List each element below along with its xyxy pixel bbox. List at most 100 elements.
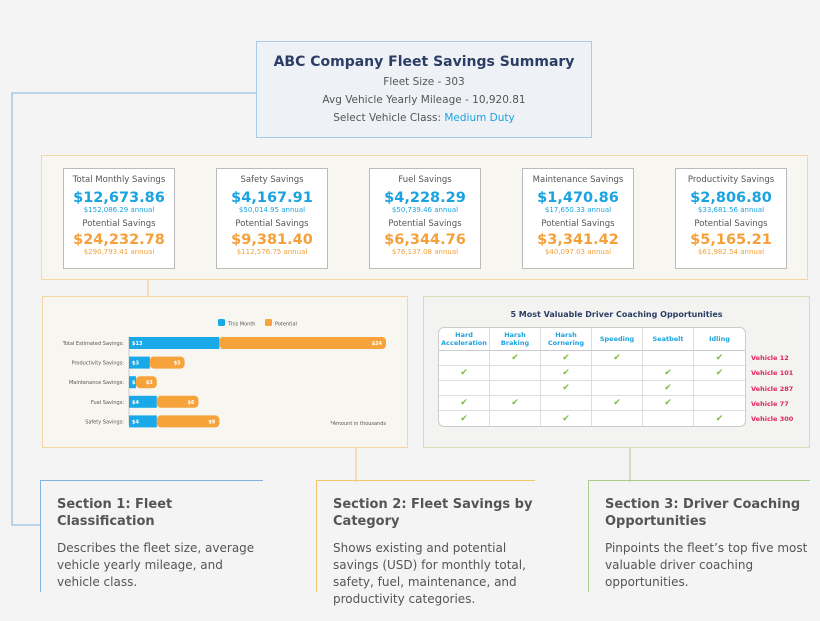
- monthly-savings-value: $1,470.86: [537, 190, 619, 206]
- check-icon: ✔: [613, 398, 621, 408]
- data-label: $3: [146, 380, 153, 386]
- category-label: Maintenance Savings:: [69, 380, 124, 386]
- section-title: Section 3: Driver Coaching Opportunities: [605, 497, 801, 529]
- savings-card: Fuel Savings $4,228.29 $50,739.46 annual Po…: [369, 168, 481, 269]
- vehicle-label: Vehicle 101: [751, 369, 794, 378]
- vehicle-class-dropdown[interactable]: Medium Duty: [444, 112, 515, 124]
- category-label: Fuel Savings:: [91, 400, 124, 406]
- legend-label: Potential: [275, 322, 297, 328]
- table-row: ✔ ✔ ✔ ✔: [439, 366, 745, 381]
- check-icon: ✔: [511, 353, 519, 363]
- savings-bar-chart: This Month Potential Total Estimated Savin…: [62, 319, 386, 428]
- check-icon: ✔: [460, 413, 468, 424]
- bar-potential: [156, 415, 220, 428]
- table-row: ✔ ✔: [439, 381, 745, 396]
- data-label: $13: [132, 341, 143, 347]
- savings-card: Productivity Savings $2,806.80 $33,681.56 …: [675, 168, 787, 269]
- potential-savings-value: $5,165.21: [690, 232, 772, 248]
- table-row: ✔ ✔ ✔ ✔: [439, 396, 745, 411]
- check-icon: ✔: [562, 383, 570, 393]
- vehicle-class-label: Select Vehicle Class:: [333, 112, 442, 124]
- card-title: Productivity Savings: [687, 175, 775, 185]
- potential-annual: $112,576.75 annual: [236, 248, 308, 256]
- table-cell: [541, 396, 592, 411]
- table-cell: ✔: [643, 381, 694, 396]
- check-icon: ✔: [562, 368, 570, 378]
- category-label: Safety Savings:: [85, 419, 124, 425]
- table-cell: [592, 381, 643, 396]
- potential-savings-value: $6,344.76: [384, 232, 466, 248]
- table-cell: ✔: [694, 411, 745, 426]
- table-cell: ✔: [439, 366, 490, 381]
- savings-cards-panel: Total Monthly Savings $12,673.86 $152,086.…: [41, 155, 808, 280]
- data-label: $5: [174, 361, 181, 367]
- category-label: Total Estimated Savings:: [62, 341, 125, 347]
- table-cell: ✔: [541, 411, 592, 426]
- section-title: Section 1: Fleet Classification: [57, 497, 173, 529]
- chart-note: *Amount in thousands: [330, 421, 386, 427]
- column-header: Speeding: [592, 328, 643, 351]
- check-icon: ✔: [562, 353, 570, 363]
- potential-annual: $61,982.54 annual: [697, 248, 765, 256]
- table-cell: [490, 411, 541, 426]
- table-cell: ✔: [694, 351, 745, 366]
- coaching-title: 5 Most Valuable Driver Coaching Opportun…: [510, 310, 723, 319]
- section-description: Section 3: Driver Coaching Opportunities…: [588, 480, 810, 592]
- table-cell: ✔: [592, 396, 643, 411]
- annual-savings: $50,014.95 annual: [238, 206, 306, 214]
- check-icon: ✔: [562, 413, 570, 424]
- table-cell: ✔: [541, 351, 592, 366]
- fleet-size: Fleet Size - 303: [383, 76, 465, 88]
- vehicle-label: Vehicle 77: [751, 399, 789, 408]
- monthly-savings-value: $4,167.91: [231, 190, 313, 206]
- column-header: Idling: [694, 328, 745, 351]
- check-icon: ✔: [715, 353, 724, 363]
- table-row: ✔ ✔ ✔: [439, 411, 745, 426]
- section-description: Section 2: Fleet Savings by Category Show…: [316, 480, 535, 606]
- coaching-panel: 5 Most Valuable Driver Coaching Opportun…: [423, 296, 810, 448]
- potential-label: Potential Savings: [694, 219, 768, 229]
- potential-label: Potential Savings: [541, 219, 615, 229]
- fleet-summary-header: ABC Company Fleet Savings Summary Fleet …: [256, 41, 592, 138]
- savings-chart-panel: This Month Potential Total Estimated Savin…: [42, 296, 408, 448]
- table-cell: [694, 396, 745, 411]
- bar-potential: [156, 395, 199, 408]
- vehicle-class-selector: Select Vehicle Class: Medium Duty: [257, 112, 591, 124]
- monthly-savings-value: $12,673.86: [73, 190, 165, 206]
- coaching-table: Hard Acceleration Harsh Braking Harsh Corn…: [438, 327, 746, 427]
- legend-swatch: [218, 319, 225, 326]
- potential-label: Potential Savings: [235, 219, 309, 229]
- table-cell: ✔: [643, 396, 694, 411]
- monthly-savings-value: $2,806.80: [690, 190, 772, 206]
- table-cell: [592, 366, 643, 381]
- potential-label: Potential Savings: [82, 219, 156, 229]
- table-cell: [490, 366, 541, 381]
- potential-savings-value: $9,381.40: [231, 232, 313, 248]
- check-icon: ✔: [664, 398, 672, 408]
- vehicle-label: Vehicle 300: [751, 415, 794, 424]
- check-icon: ✔: [664, 368, 672, 378]
- potential-savings-value: $24,232.78: [73, 232, 165, 248]
- data-label: $3: [132, 361, 139, 367]
- column-header: Seatbelt: [643, 328, 694, 351]
- annual-savings: $152,086.29 annual: [83, 206, 155, 214]
- column-header: Harsh Braking: [490, 328, 541, 351]
- annual-savings: $33,681.56 annual: [697, 206, 765, 214]
- table-cell: [643, 411, 694, 426]
- table-cell: [643, 351, 694, 366]
- data-label: $6: [187, 400, 194, 406]
- column-header: Hard Acceleration: [439, 328, 490, 351]
- legend-label: This Month: [227, 322, 255, 328]
- vehicle-label: Vehicle 12: [751, 354, 789, 362]
- section-title: Section 2: Fleet Savings by Category: [333, 497, 533, 529]
- table-cell: ✔: [541, 366, 592, 381]
- card-title: Safety Savings: [240, 175, 304, 185]
- avg-mileage: Avg Vehicle Yearly Mileage - 10,920.81: [322, 94, 526, 106]
- table-row: ✔ ✔ ✔ ✔: [439, 351, 745, 366]
- bar-potential: [219, 337, 386, 349]
- data-label: $1: [132, 380, 139, 386]
- column-header: Harsh Cornering: [541, 328, 592, 351]
- bar-this-month: [129, 415, 157, 428]
- page-title: ABC Company Fleet Savings Summary: [273, 54, 575, 70]
- bar-this-month: [129, 395, 157, 408]
